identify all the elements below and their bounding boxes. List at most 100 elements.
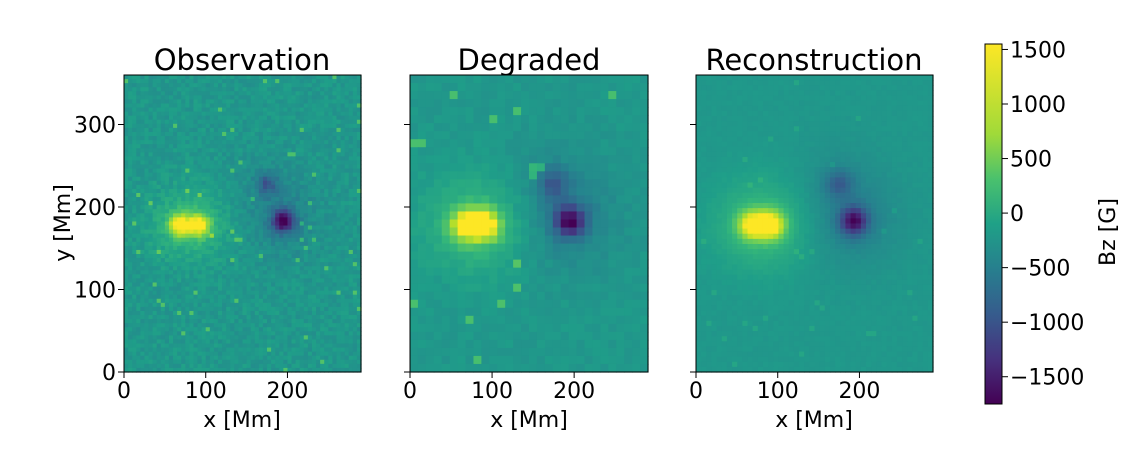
heatmap-cell — [348, 152, 354, 157]
heatmap-cell — [536, 243, 546, 253]
heatmap-cell — [144, 266, 150, 271]
heatmap-cell — [148, 205, 154, 210]
heatmap-cell — [640, 243, 649, 253]
heatmap-cell — [410, 243, 419, 253]
heatmap-cell — [189, 160, 195, 166]
heatmap-cell — [185, 274, 190, 280]
heatmap-cell — [217, 335, 223, 341]
heatmap-cell — [258, 119, 264, 125]
heatmap-cell — [303, 229, 309, 235]
heatmap-cell — [238, 294, 244, 300]
heatmap-cell — [344, 249, 350, 255]
heatmap-cell — [340, 111, 346, 117]
heatmap-cell — [262, 79, 268, 84]
heatmap-cell — [291, 245, 297, 251]
heatmap-cell — [185, 290, 190, 296]
heatmap-cell — [124, 315, 129, 320]
heatmap-cell — [213, 103, 219, 109]
heatmap-cell — [173, 278, 178, 284]
heatmap-cell — [242, 221, 248, 227]
heatmap-cell — [303, 79, 309, 84]
heatmap-cell — [242, 144, 248, 149]
heatmap-cell — [234, 347, 240, 353]
heatmap-cell — [560, 99, 570, 108]
heatmap-cell — [417, 123, 427, 132]
heatmap-cell — [160, 201, 166, 206]
heatmap-cell — [222, 217, 227, 223]
heatmap-cell — [226, 290, 231, 296]
heatmap-cell — [307, 286, 313, 292]
heatmap-cell — [234, 258, 240, 263]
heatmap-cell — [324, 131, 329, 137]
heatmap-cell — [189, 347, 195, 353]
heatmap-cell — [136, 188, 141, 194]
heatmap-cell — [560, 163, 570, 172]
heatmap-cell — [279, 245, 284, 251]
heatmap-cell — [592, 203, 601, 213]
heatmap-cell — [262, 91, 268, 96]
heatmap-cell — [226, 144, 231, 149]
heatmap-cell — [209, 160, 215, 166]
heatmap-cell — [348, 225, 354, 231]
heatmap-cell — [336, 241, 342, 247]
heatmap-cell — [332, 168, 338, 174]
heatmap-cell — [283, 363, 289, 369]
heatmap-cell — [267, 306, 272, 312]
heatmap-cell — [213, 209, 219, 214]
heatmap-cell — [271, 249, 276, 255]
heatmap-cell — [291, 87, 297, 92]
heatmap-cell — [148, 347, 154, 353]
heatmap-cell — [536, 187, 546, 197]
heatmap-cell — [205, 123, 211, 129]
heatmap-cell — [217, 140, 223, 145]
heatmap-cell — [189, 290, 195, 296]
heatmap-cell — [344, 172, 350, 178]
heatmap-cell — [352, 298, 358, 304]
heatmap-cell — [328, 310, 333, 316]
heatmap-cell — [238, 266, 244, 271]
heatmap-cell — [144, 184, 150, 190]
heatmap-cell — [246, 278, 252, 284]
heatmap-cell — [185, 331, 190, 336]
heatmap-cell — [303, 131, 309, 137]
heatmap-cell — [352, 148, 358, 153]
heatmap-cell — [348, 270, 354, 275]
heatmap-cell — [299, 290, 305, 296]
heatmap-cell — [168, 91, 174, 96]
heatmap-cell — [242, 91, 248, 96]
heatmap-cell — [213, 148, 219, 153]
heatmap-cell — [173, 233, 178, 239]
heatmap-cell — [246, 274, 252, 280]
heatmap-cell — [189, 233, 195, 239]
heatmap-cell — [513, 139, 522, 148]
heatmap-cell — [205, 172, 211, 178]
heatmap-cell — [197, 176, 203, 182]
heatmap-cell — [299, 262, 305, 267]
heatmap-cell — [173, 258, 178, 263]
heatmap-cell — [521, 91, 530, 100]
heatmap-cell — [295, 245, 301, 251]
heatmap-cell — [568, 155, 578, 164]
heatmap-cell — [320, 323, 325, 328]
heatmap-cell — [222, 83, 227, 88]
heatmap-cell — [258, 323, 264, 328]
heatmap-cell — [271, 107, 276, 113]
heatmap-cell — [250, 160, 256, 166]
heatmap-cell — [344, 197, 350, 202]
heatmap-cell — [344, 213, 350, 218]
heatmap-cell — [592, 155, 601, 164]
heatmap-cell — [136, 241, 141, 247]
heatmap-cell — [246, 335, 252, 341]
heatmap-cell — [226, 363, 231, 369]
heatmap-cell — [246, 221, 252, 227]
heatmap-cell — [356, 245, 362, 251]
heatmap-cell — [299, 144, 305, 149]
heatmap-cell — [481, 251, 490, 261]
heatmap-cell — [295, 302, 301, 308]
heatmap-cell — [258, 306, 264, 312]
heatmap-cell — [205, 233, 211, 239]
heatmap-cell — [201, 327, 207, 332]
heatmap-cell — [128, 266, 133, 271]
heatmap-cell — [320, 229, 325, 235]
heatmap-cell — [489, 147, 498, 156]
